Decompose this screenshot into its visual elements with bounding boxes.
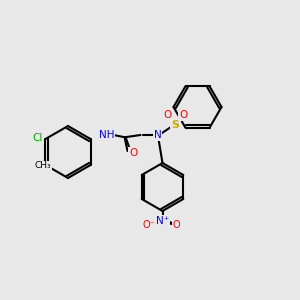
Text: O: O [164, 110, 172, 120]
Text: N: N [154, 130, 161, 140]
Text: O: O [173, 220, 180, 230]
Text: O⁻: O⁻ [142, 220, 155, 230]
Text: O: O [179, 110, 188, 120]
Text: NH: NH [99, 130, 114, 140]
Text: CH₃: CH₃ [34, 161, 51, 170]
Text: N⁺: N⁺ [156, 216, 169, 226]
Text: O: O [129, 148, 138, 158]
Text: S: S [172, 120, 179, 130]
Text: Cl: Cl [32, 133, 43, 143]
